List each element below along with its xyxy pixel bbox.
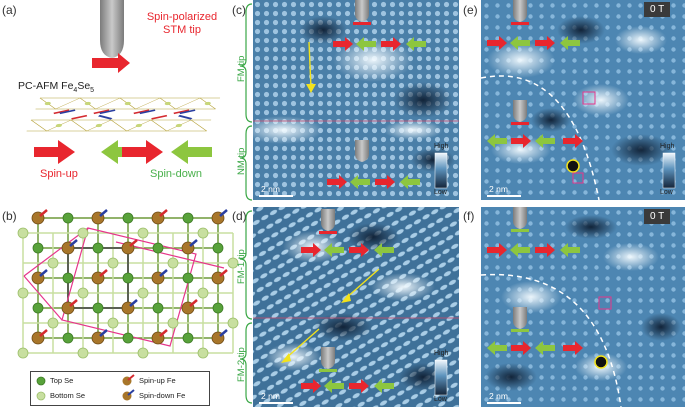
scan-arrow-d2-icon — [281, 353, 291, 363]
tip-spin-arrow-icon — [92, 53, 130, 73]
spin-arrows-row-d1 — [301, 243, 394, 257]
legend-spin-up-fe: Spin-up Fe — [139, 376, 176, 385]
scalebar-c-text: 2 nm — [261, 184, 280, 194]
spin-arrows-row-d2 — [301, 379, 394, 393]
spin-down-arrow-icon-2 — [171, 140, 212, 164]
stm-tip-icon — [100, 0, 124, 58]
material-sub2: 5 — [90, 87, 95, 95]
scalebar-d — [259, 402, 293, 404]
scalebar-f — [487, 402, 521, 404]
spin-arrows-row-f1 — [487, 243, 580, 257]
material-prefix: PC-AFM Fe — [18, 80, 74, 92]
tip-caption-line1: Spin-polarized — [146, 11, 218, 23]
colorbar-d — [434, 359, 448, 396]
colorbar-c-high: High — [434, 143, 449, 150]
scalebar-d-text: 2 nm — [261, 391, 280, 401]
panel-d-stm-image — [253, 207, 459, 407]
panel-b-label: (b) — [2, 209, 17, 223]
nm-tip-label: NM tip — [236, 147, 247, 175]
scalebar-c — [259, 195, 293, 197]
fm1-tip-label: FM-1 tip — [236, 249, 247, 284]
panel-c-label: (c) — [232, 3, 246, 17]
tip-e1-icon — [513, 0, 527, 22]
panel-b-legend: Top Se Bottom Se Spin-up Fe Spin-down Fe — [30, 371, 210, 406]
bottom-se-icon — [36, 391, 46, 401]
colorbar-d-high: High — [434, 350, 449, 357]
material-sub1: 4 — [73, 87, 78, 95]
panel-e-label: (e) — [463, 3, 478, 17]
material-label: PC-AFM Fe4Se5 — [18, 80, 94, 94]
spin-arrows-row-e2 — [487, 134, 583, 148]
legend-top-se: Top Se — [50, 376, 74, 385]
tip-e2-icon — [513, 100, 527, 122]
scalebar-e — [487, 195, 521, 197]
top-se-icon — [36, 376, 46, 386]
field-badge-f: 0 T — [644, 209, 671, 224]
spin-up-arrow-icon-2 — [122, 140, 163, 164]
spin-up-label: Spin-up — [40, 168, 78, 180]
scalebar-e-text: 2 nm — [489, 184, 508, 194]
scan-arrow-d1-icon — [341, 293, 351, 303]
panel-c-stm-image — [253, 0, 459, 200]
spin-arrows-row-f2 — [487, 341, 583, 355]
fe4se5-lattice-icon — [26, 97, 221, 132]
colorbar-c — [434, 152, 448, 189]
legend-bottom-se: Bottom Se — [50, 391, 86, 400]
spin-up-arrow-icon — [34, 140, 75, 164]
colorbar-e-low: Low — [660, 189, 673, 196]
legend-spin-down-fe: Spin-down Fe — [139, 391, 186, 400]
panel-f-label: (f) — [463, 209, 475, 223]
spin-arrows-row-e1 — [487, 36, 580, 50]
scan-direction-arrow-icon — [306, 84, 316, 93]
fm-tip-icon — [355, 0, 369, 22]
tip-caption: Spin-polarized STM tip — [134, 11, 230, 37]
nm-tip-icon — [355, 140, 369, 162]
tip-f2-icon — [513, 307, 527, 329]
spin-arrows-row-c1 — [333, 37, 426, 51]
colorbar-c-low: Low — [434, 189, 447, 196]
spin-down-label: Spin-down — [150, 168, 202, 180]
colorbar-d-low: Low — [434, 396, 447, 403]
panel-b-lattice — [17, 209, 239, 359]
legend-symbols — [36, 374, 135, 401]
panel-e-stm-image — [481, 0, 685, 200]
fm2-tip-label: FM-2 tip — [236, 347, 247, 382]
colorbar-e-high: High — [660, 143, 675, 150]
panel-d-label: (d) — [232, 209, 247, 223]
fm1-tip-icon — [321, 209, 335, 231]
colorbar-e — [662, 152, 676, 189]
panel-a-figure — [26, 0, 221, 164]
fm-tip-label: FM tip — [236, 55, 247, 82]
spin-arrows-row-c2 — [327, 175, 420, 189]
tip-caption-line2: STM tip — [163, 24, 201, 36]
panel-d-brackets — [239, 210, 253, 404]
scalebar-f-text: 2 nm — [489, 391, 508, 401]
tip-f1-icon — [513, 207, 527, 229]
panel-c-brackets — [239, 3, 253, 201]
field-badge-e: 0 T — [644, 2, 671, 17]
panel-f-stm-image — [481, 207, 685, 407]
spin-down-arrow-icon — [101, 140, 142, 164]
material-mid: Se — [77, 80, 91, 92]
defect-marker-e — [566, 159, 580, 173]
defect-marker-f — [594, 355, 608, 369]
panel-a-label: (a) — [2, 3, 17, 17]
fm2-tip-icon — [321, 347, 335, 369]
